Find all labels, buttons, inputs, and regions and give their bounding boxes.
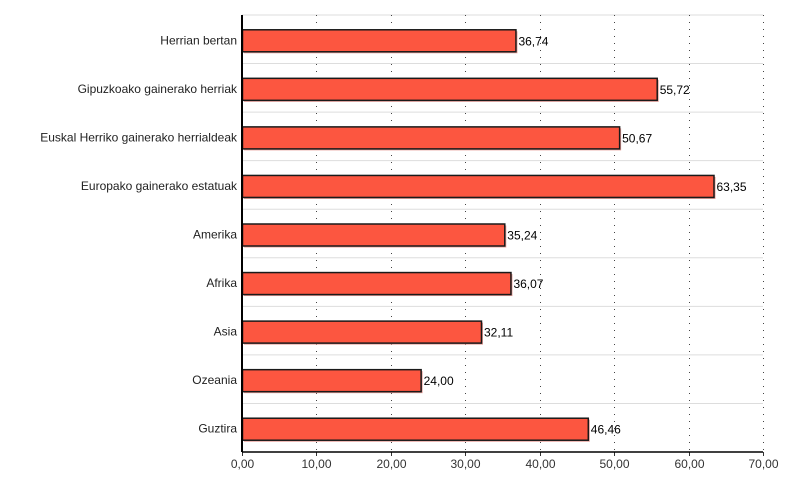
- data-label: 63,35: [717, 180, 747, 194]
- data-label: 46,46: [591, 423, 621, 437]
- x-tick-label: 70,00: [748, 457, 778, 471]
- x-tick-label: 40,00: [525, 457, 555, 471]
- bar: [241, 271, 512, 296]
- bar: [241, 417, 590, 441]
- bar: [241, 368, 422, 393]
- category-label: Guztira: [198, 422, 237, 436]
- data-label: 36,07: [513, 277, 543, 291]
- x-tick-label: 20,00: [376, 457, 406, 471]
- data-label: 32,11: [484, 326, 513, 340]
- x-tick-label: 0,00: [231, 457, 255, 471]
- bar: [241, 174, 715, 199]
- category-label: Europako gainerako estatuak: [81, 179, 238, 193]
- data-label: 50,67: [622, 131, 652, 145]
- x-tick-label: 50,00: [599, 457, 629, 471]
- x-tick-label: 10,00: [301, 457, 331, 471]
- category-label: Ozeania: [192, 373, 237, 387]
- data-label: 24,00: [424, 374, 454, 388]
- category-label: Euskal Herriko gainerako herrialdeak: [40, 130, 238, 144]
- category-label: Asia: [214, 325, 238, 339]
- data-label: 55,72: [660, 83, 690, 97]
- x-tick-label: 60,00: [674, 457, 704, 471]
- data-label: 36,74: [518, 34, 548, 48]
- bar: [241, 29, 517, 53]
- data-label: 35,24: [507, 229, 537, 243]
- bar: [241, 77, 658, 102]
- bar: [241, 320, 483, 344]
- category-label: Afrika: [206, 276, 237, 290]
- category-label: Gipuzkoako gainerako herriak: [78, 82, 238, 96]
- category-label: Herrian bertan: [160, 33, 237, 47]
- x-tick-label: 30,00: [450, 457, 480, 471]
- bar: [241, 223, 506, 247]
- bar: [241, 126, 621, 150]
- category-label: Amerika: [193, 228, 237, 242]
